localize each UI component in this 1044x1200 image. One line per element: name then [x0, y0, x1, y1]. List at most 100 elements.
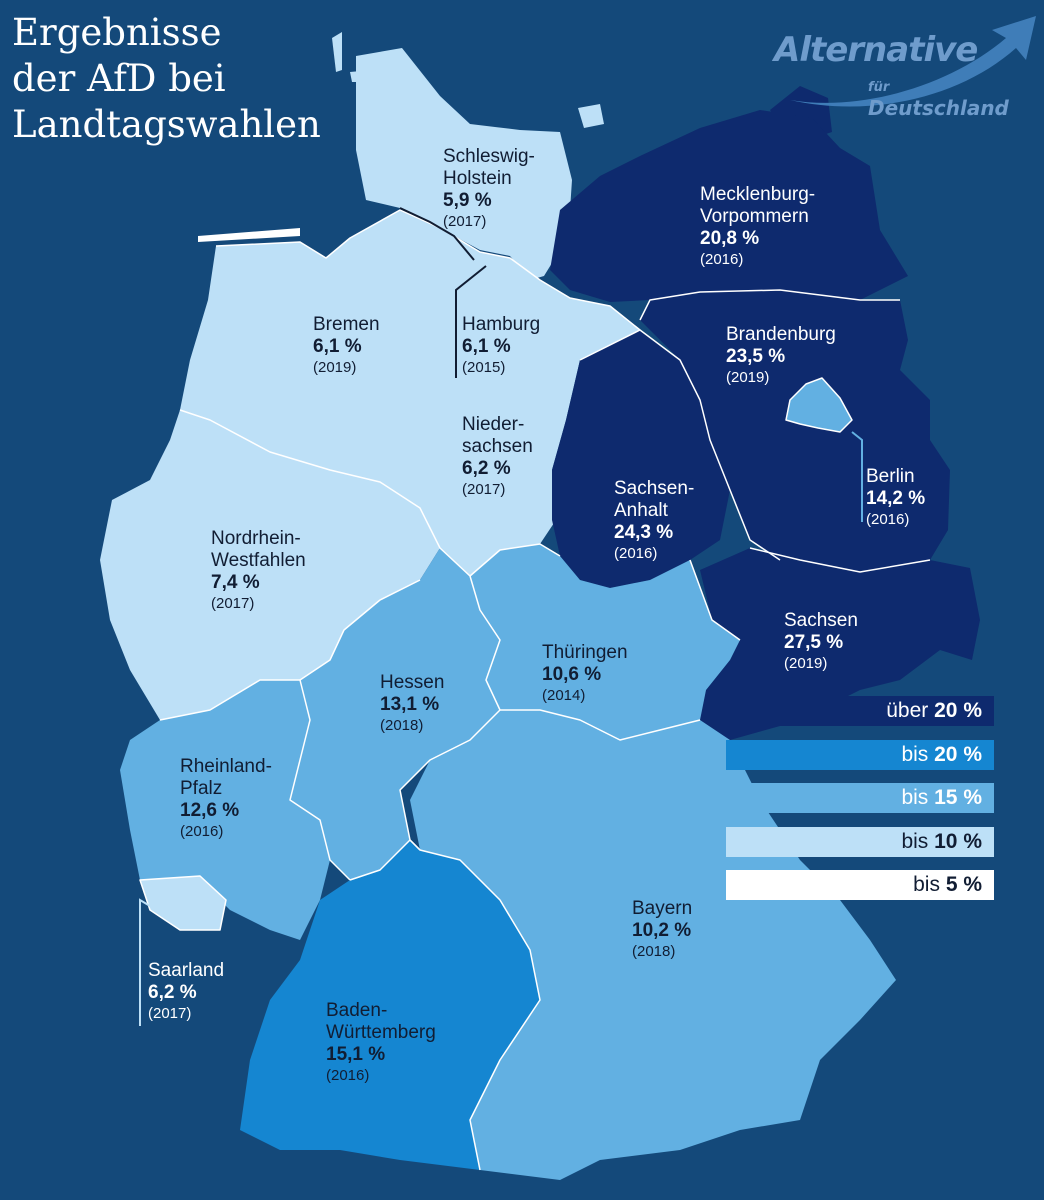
state-name: Thüringen — [542, 642, 628, 663]
legend: über 20 % bis 20 % bis 15 % bis 10 % bis… — [726, 696, 994, 914]
state-name: Rheinland- Pfalz — [180, 756, 272, 799]
legend-item-ueber-20: über 20 % — [726, 696, 994, 726]
state-borders — [139, 209, 931, 1171]
title-line-3: Landtagswahlen — [12, 103, 321, 146]
state-year: (2019) — [784, 655, 828, 672]
state-year: (2017) — [462, 481, 506, 498]
region-niedersachsen — [180, 210, 640, 576]
region-schleswig-holstein — [356, 48, 572, 280]
state-percent: 10,2 % — [632, 920, 692, 941]
label-schleswig-holstein: Schleswig- Holstein 5,9 % (2017) — [443, 146, 535, 232]
state-percent: 6,1 % — [313, 336, 362, 357]
label-brandenburg: Brandenburg 23,5 % (2019) — [726, 324, 836, 388]
state-name: Hamburg — [462, 314, 541, 335]
state-percent: 27,5 % — [784, 632, 844, 653]
label-saarland: Saarland 6,2 % (2017) — [148, 960, 224, 1024]
label-sachsen-anhalt: Sachsen- Anhalt 24,3 % (2016) — [614, 478, 694, 564]
legend-prefix: über — [886, 699, 935, 722]
state-name: Schleswig- Holstein — [443, 146, 535, 189]
label-bayern: Bayern 10,2 % (2018) — [632, 898, 692, 962]
label-thueringen: Thüringen 10,6 % (2014) — [542, 642, 628, 706]
logo-subtitle-1: für — [868, 80, 890, 95]
state-year: (2017) — [211, 595, 255, 612]
label-rheinland-pfalz: Rheinland- Pfalz 12,6 % (2016) — [180, 756, 272, 842]
region-rheinland-pfalz — [120, 680, 330, 940]
map-title: Ergebnisse der AfD bei Landtagswahlen — [12, 10, 321, 148]
state-percent: 6,1 % — [462, 336, 511, 357]
legend-item-bis-15: bis 15 % — [726, 783, 994, 813]
region-mecklenburg-vorpommern — [550, 110, 908, 302]
legend-item-bis-20: bis 20 % — [726, 739, 994, 770]
logo-subtitle-2: Deutschland — [868, 96, 1009, 120]
region-berlin — [786, 378, 852, 432]
title-line-1: Ergebnisse — [12, 11, 222, 54]
river-elbe — [399, 207, 475, 261]
state-percent: 24,3 % — [614, 522, 674, 543]
state-percent: 20,8 % — [700, 228, 760, 249]
state-year: (2016) — [326, 1067, 370, 1084]
state-name: Saarland — [148, 960, 225, 981]
state-name: Brandenburg — [726, 324, 836, 345]
region-baden-wuerttemberg — [240, 840, 540, 1170]
state-name: Sachsen — [784, 610, 858, 631]
region-brandenburg — [640, 290, 950, 576]
state-name: Berlin — [866, 466, 915, 487]
legend-item-bis-5: bis 5 % — [726, 870, 994, 900]
legend-prefix: bis — [901, 829, 935, 853]
region-hessen — [290, 548, 500, 880]
state-year: (2019) — [726, 369, 770, 386]
title-line-2: der AfD bei — [12, 57, 226, 100]
state-percent: 6,2 % — [462, 458, 511, 479]
region-saarland — [140, 876, 226, 930]
state-name: Baden- Württemberg — [326, 1000, 436, 1043]
logo-wordmark: Alternative — [774, 30, 978, 70]
label-berlin: Berlin 14,2 % (2016) — [866, 466, 925, 530]
legend-value: 15 % — [934, 786, 982, 809]
leader-line-hamburg — [455, 265, 487, 378]
state-year: (2018) — [380, 717, 424, 734]
state-name: Bayern — [632, 898, 693, 919]
state-percent: 12,6 % — [180, 800, 240, 821]
state-percent: 15,1 % — [326, 1044, 386, 1065]
island-fehmarn — [578, 104, 604, 128]
legend-value: 5 % — [945, 873, 982, 896]
region-sachsen — [700, 548, 980, 740]
state-name: Nordrhein- Westfahlen — [211, 528, 306, 571]
state-percent: 7,4 % — [211, 572, 260, 593]
state-year: (2016) — [700, 251, 744, 268]
legend-prefix: bis — [913, 873, 946, 896]
legend-value: 10 % — [934, 829, 982, 853]
state-percent: 5,9 % — [443, 190, 492, 211]
legend-value: 20 % — [934, 742, 982, 766]
state-year: (2016) — [180, 823, 224, 840]
leader-line-saarland — [139, 898, 151, 1026]
state-name: Nieder- sachsen — [462, 414, 533, 457]
state-name: Sachsen- Anhalt — [614, 478, 695, 521]
afd-logo: Alternative für Deutschland — [770, 8, 1040, 133]
state-year: (2017) — [443, 213, 487, 230]
state-percent: 13,1 % — [380, 694, 440, 715]
region-thueringen — [470, 544, 740, 740]
state-percent: 6,2 % — [148, 982, 197, 1003]
legend-prefix: bis — [901, 742, 935, 766]
label-baden-wuerttemberg: Baden- Württemberg 15,1 % (2016) — [326, 1000, 436, 1086]
label-mecklenburg-vorpommern: Mecklenburg- Vorpommern 20,8 % (2016) — [700, 184, 815, 270]
state-percent: 10,6 % — [542, 664, 602, 685]
state-percent: 23,5 % — [726, 346, 786, 367]
region-bremen — [322, 290, 344, 310]
label-niedersachsen: Nieder- sachsen 6,2 % (2017) — [462, 414, 533, 500]
frisian-islands — [198, 228, 300, 242]
state-year: (2015) — [462, 359, 506, 376]
state-year: (2016) — [614, 545, 658, 562]
label-sachsen: Sachsen 27,5 % (2019) — [784, 610, 858, 674]
label-hamburg: Hamburg 6,1 % (2015) — [462, 314, 540, 378]
state-year: (2018) — [632, 943, 676, 960]
legend-item-bis-10: bis 10 % — [726, 826, 994, 857]
legend-value: 20 % — [934, 699, 982, 722]
label-hessen: Hessen 13,1 % (2018) — [380, 672, 444, 736]
state-name: Bremen — [313, 314, 380, 335]
state-name: Hessen — [380, 672, 445, 693]
label-nordrhein-westfalen: Nordrhein- Westfahlen 7,4 % (2017) — [211, 528, 306, 614]
